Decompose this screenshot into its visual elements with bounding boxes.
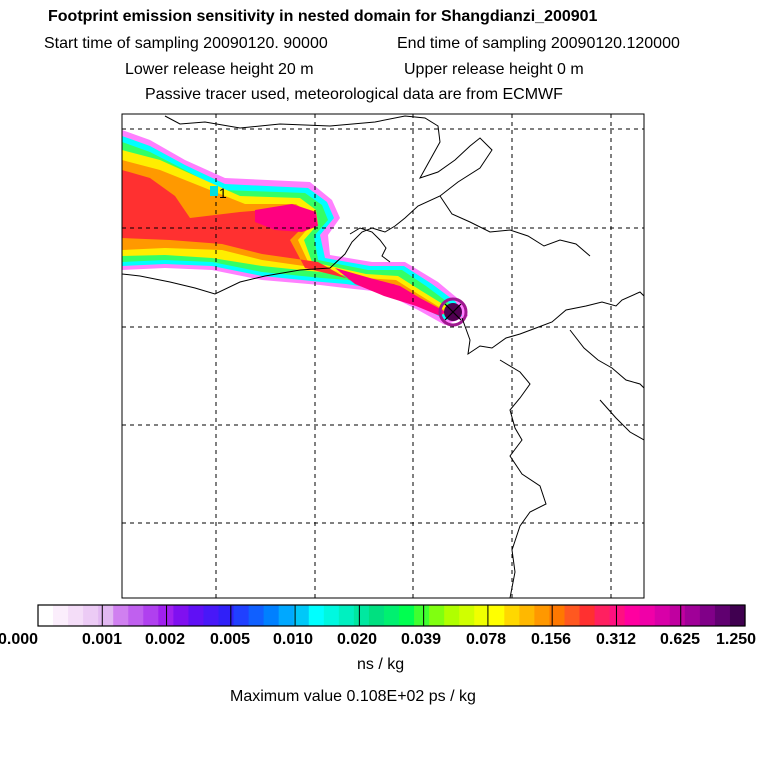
plume-red [122,170,442,312]
tick-label: 1.250 [715,631,757,648]
east-coast [499,359,547,598]
tick-label: 0.005 [209,631,251,648]
tick-label: 0.039 [400,631,442,648]
plot-title: Footprint emission sensitivity in nested… [48,8,598,25]
point-label-box [210,186,218,196]
tick-label: 0.078 [465,631,507,648]
tracer-info-label: Passive tracer used, meteorological data… [145,86,563,103]
border-line [439,195,591,257]
units-label: ns / kg [357,656,405,673]
tick-label: 0.625 [659,631,701,648]
plume-layer [122,130,468,327]
upper-height-label: Upper release height 0 m [404,61,584,78]
coastline-north [122,115,493,295]
footprint-map: 1 [121,113,645,599]
map-frame [121,113,645,599]
point-label: 1 [219,185,227,201]
tick-label: 0.156 [530,631,572,648]
korea-coast [569,329,644,389]
coastlines [122,115,644,598]
peninsula-coast [461,291,644,356]
max-value-label: Maximum value 0.108E+02 ps / kg [230,688,476,705]
lower-height-label: Lower release height 20 m [125,61,314,78]
tick-label: 0.000 [0,631,39,648]
plume-core-east [335,268,446,316]
bay-coast [349,227,391,263]
start-time-label: Start time of sampling 20090120. 90000 [44,35,328,52]
tick-label: 0.010 [272,631,314,648]
receptor-marker [444,303,462,321]
tick-label: 0.001 [81,631,123,648]
plume-peak-halo [438,297,468,327]
end-time-label: End time of sampling 20090120.120000 [397,35,680,52]
plume-core [255,204,318,232]
tick-label: 0.312 [595,631,637,648]
tick-label: 0.002 [144,631,186,648]
tick-label: 0.020 [336,631,378,648]
korea-coast-2 [599,399,644,441]
